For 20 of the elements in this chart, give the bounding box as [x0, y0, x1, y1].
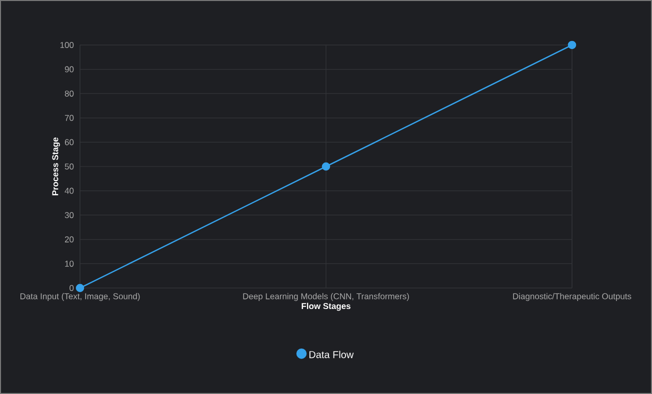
y-tick-label: 50: [64, 163, 74, 170]
y-tick-label: 70: [64, 114, 74, 121]
x-axis-title: Flow Stages: [302, 302, 350, 311]
y-tick-label: 30: [64, 212, 74, 218]
point: [568, 40, 576, 50]
point: [322, 162, 330, 171]
y-tick-label: 60: [64, 139, 74, 146]
y-tick-label: 40: [64, 188, 74, 194]
y-tick-label: 100: [60, 42, 74, 48]
y-tick-label: 20: [64, 236, 74, 242]
x-tick-label: Data Input (Text, Image, Sound): [20, 293, 140, 301]
y-tick-label: 0: [70, 284, 74, 292]
point: [76, 284, 84, 292]
y-tick-label: 80: [64, 90, 74, 97]
legend-label: Data Flow: [309, 350, 354, 358]
y-tick-label: 10: [65, 260, 74, 267]
x-tick-label: Diagnostic/Therapeutic Outputs: [513, 293, 632, 301]
x-tick-label: Deep Learning Models (CNN, Transformers): [243, 293, 409, 301]
y-tick-label: 90: [64, 66, 74, 72]
y-axis-title: Process Stage: [52, 138, 60, 196]
